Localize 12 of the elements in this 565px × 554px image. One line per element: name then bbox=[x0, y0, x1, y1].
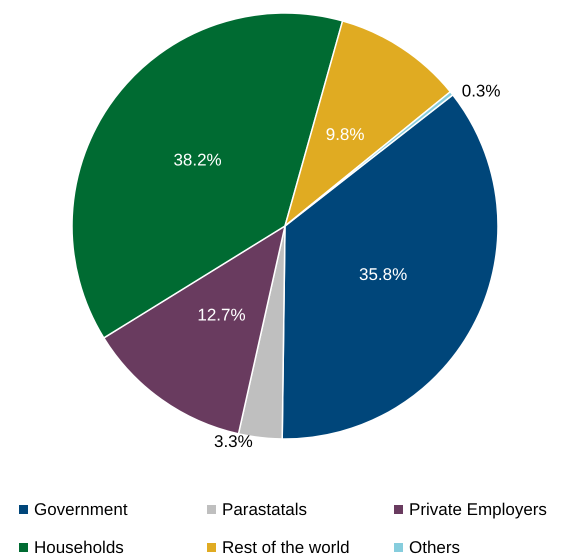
legend-label: Others bbox=[409, 538, 460, 554]
data-label: 9.8% bbox=[326, 124, 364, 144]
data-label: 35.8% bbox=[359, 265, 408, 284]
legend-label: Parastatals bbox=[222, 500, 308, 519]
data-label: 3.3% bbox=[214, 432, 253, 452]
legend-label: Government bbox=[34, 500, 128, 519]
data-label: 12.7% bbox=[197, 306, 246, 325]
data-label: 38.2% bbox=[173, 150, 222, 170]
legend-label: Private Employers bbox=[409, 500, 547, 519]
legend-label: Rest of the world bbox=[222, 538, 350, 554]
data-label: 0.3% bbox=[462, 81, 500, 100]
legend-label: Households bbox=[34, 538, 124, 554]
